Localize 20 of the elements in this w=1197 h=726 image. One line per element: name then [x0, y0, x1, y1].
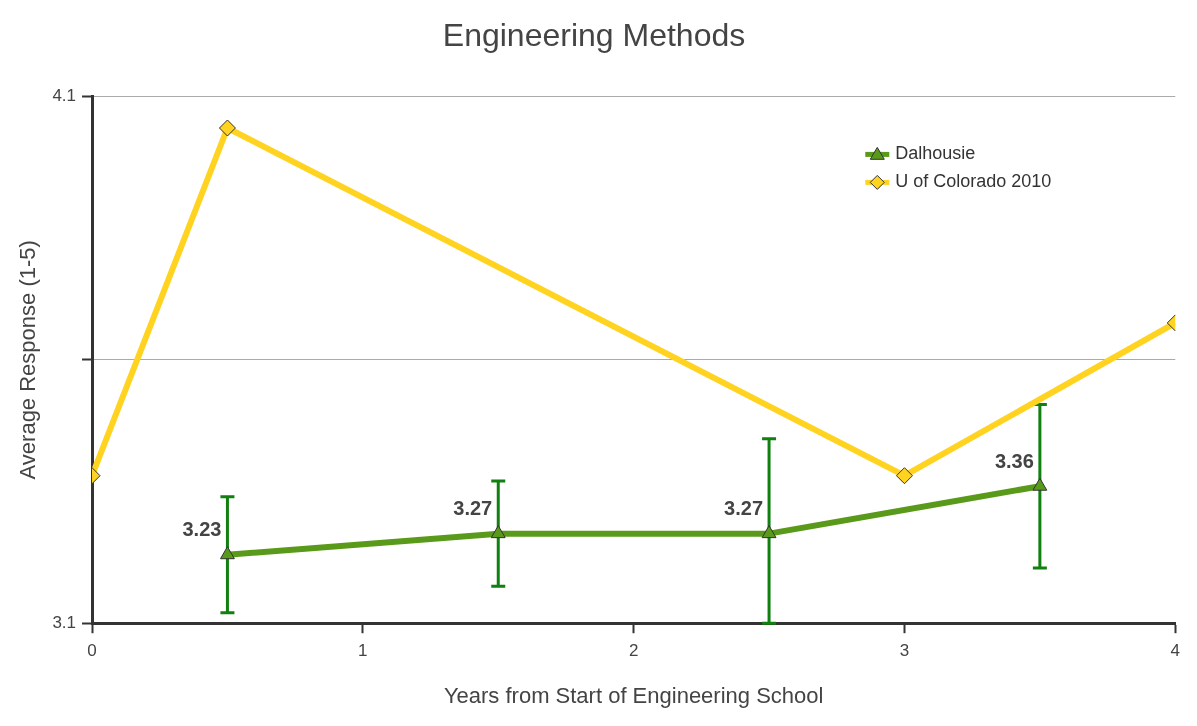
- point: [1032, 477, 1048, 491]
- x-tick-label: 2: [628, 641, 639, 661]
- data-label: 3.27: [724, 497, 764, 520]
- y-tick-label: 3.1: [52, 612, 77, 632]
- y-axis-title: Average Response (1-5): [15, 240, 41, 480]
- x-tick-label: 3: [899, 641, 910, 661]
- legend-label: Dalhousie: [895, 143, 976, 164]
- x-axis-title: Years from Start of Engineering School: [443, 682, 824, 708]
- point: [761, 525, 777, 539]
- x-tick-label: 0: [87, 641, 97, 661]
- data-label: 3.23: [182, 518, 222, 541]
- point: [220, 546, 235, 560]
- y-tick-label: 4.1: [52, 86, 77, 106]
- data-label: 3.36: [994, 449, 1034, 472]
- legend-label: U of Colorado 2010: [895, 171, 1052, 192]
- x-tick-label: 4: [1170, 641, 1181, 661]
- point: [490, 525, 506, 539]
- data-label: 3.27: [453, 497, 493, 520]
- x-tick-label: 1: [358, 641, 368, 661]
- chart-title: Engineering Methods: [442, 17, 746, 54]
